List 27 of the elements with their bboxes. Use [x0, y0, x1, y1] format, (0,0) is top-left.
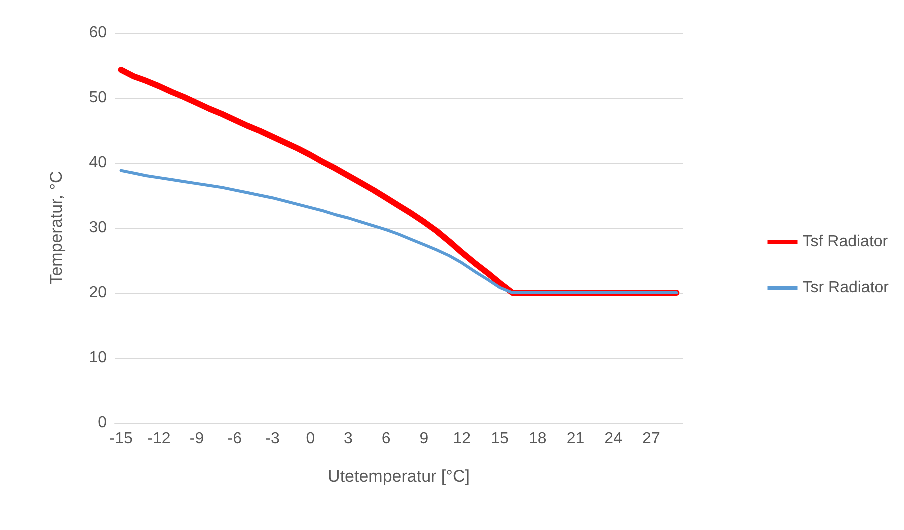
x-tick-label: 15 — [491, 430, 509, 448]
x-tick-label: 0 — [306, 430, 316, 448]
x-tick-label: 24 — [604, 430, 623, 448]
x-tick-label: 9 — [420, 430, 429, 448]
y-tick-label: 40 — [89, 154, 108, 172]
x-tick-label: -6 — [228, 430, 242, 448]
x-tick-label: -15 — [110, 430, 133, 448]
y-tick-label: 0 — [98, 414, 108, 432]
x-tick-label: 21 — [566, 430, 585, 448]
y-axis-title: Temperatur, °C — [47, 171, 66, 285]
y-tick-label: 30 — [89, 220, 108, 236]
x-tick-label: 12 — [453, 430, 472, 448]
y-tick-label: 10 — [89, 350, 108, 366]
legend-label: Tsf Radiator — [802, 234, 889, 250]
x-tick-label: 3 — [344, 430, 354, 448]
y-tick-label: 20 — [89, 284, 108, 302]
y-tick-label: 60 — [89, 24, 108, 42]
y-tick-label: 50 — [89, 90, 108, 106]
x-tick-label: 18 — [528, 430, 547, 448]
x-tick-label: 6 — [382, 430, 391, 448]
line-series — [120, 169, 678, 294]
x-tick-label: -9 — [190, 430, 204, 448]
legend-label: Tsr Radiator — [802, 280, 890, 296]
x-tick-label: -12 — [148, 430, 171, 448]
x-tick-label: 27 — [642, 430, 660, 448]
x-tick-label: -3 — [266, 430, 280, 448]
x-axis-title: Utetemperatur [°C] — [328, 467, 470, 486]
